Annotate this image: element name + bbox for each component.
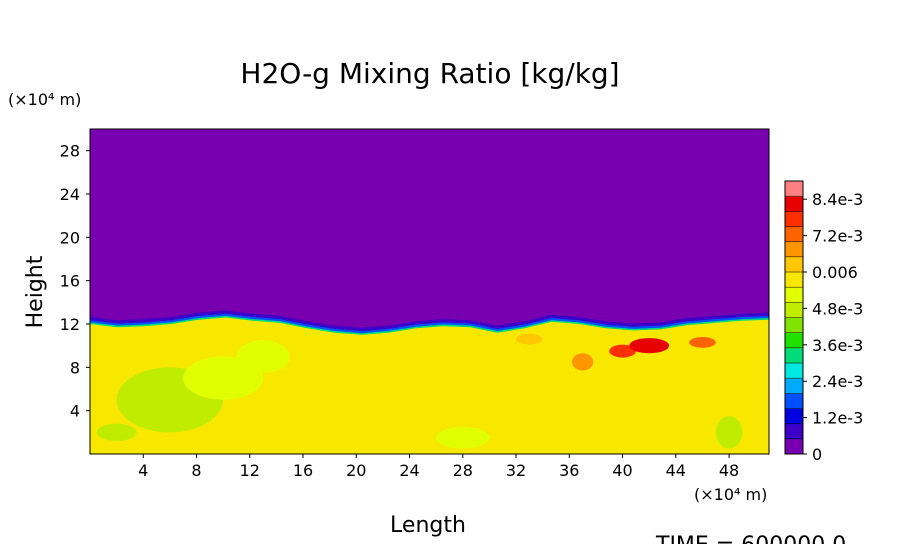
colorbar-swatch [785, 196, 803, 212]
moisture-patch [715, 416, 743, 449]
x-axis-label: Length [390, 513, 466, 538]
colorbar-swatch [785, 272, 803, 288]
colorbar-swatch [785, 332, 803, 349]
x-tick-label: 36 [559, 461, 579, 480]
y-tick-label: 24 [60, 185, 80, 204]
y-tick-label: 16 [60, 272, 80, 291]
colorbar-swatch [785, 423, 803, 440]
moisture-patch [571, 353, 594, 371]
y-tick-label: 12 [60, 315, 80, 334]
colorbar-tick-label: 0 [812, 445, 822, 464]
colorbar-swatch [785, 256, 803, 273]
heatmap-field [90, 129, 769, 454]
x-tick-label: 24 [399, 461, 419, 480]
colorbar-swatch [785, 363, 803, 379]
x-tick-label: 48 [719, 461, 739, 480]
x-tick-label: 32 [506, 461, 526, 480]
colorbar-tick-label: 1.2e-3 [812, 409, 863, 428]
x-tick-label: 4 [138, 461, 148, 480]
colorbar-swatch [785, 181, 803, 197]
y-ticks: 4 8 12 16 20 24 28 [60, 142, 90, 421]
x-tick-label: 16 [293, 461, 313, 480]
colorbar-swatch [785, 438, 803, 455]
colorbar-tick-label: 3.6e-3 [812, 336, 863, 355]
time-label: TIME = 600000.0 [655, 533, 846, 544]
colorbar-swatch [785, 317, 803, 334]
x-tick-label: 8 [191, 461, 201, 480]
colorbar-tick-label: 2.4e-3 [812, 372, 863, 391]
moisture-patch [96, 423, 137, 442]
colorbar-tick-label: 7.2e-3 [812, 227, 863, 246]
moisture-patch [236, 340, 290, 373]
colorbar-swatch [785, 393, 803, 409]
colorbar-ticks: 0 1.2e-3 2.4e-3 3.6e-3 4.8e-3 0.006 7.2e-3 8.4e… [803, 190, 863, 464]
colorbar-swatch [785, 287, 803, 303]
y-tick-label: 4 [70, 402, 80, 421]
moisture-patch [629, 338, 670, 354]
y-unit-label: (×10⁴ m) [8, 90, 81, 109]
moisture-patch [516, 333, 543, 345]
colorbar-swatch [785, 378, 803, 394]
colorbar-swatch [785, 347, 803, 364]
y-tick-label: 28 [60, 142, 80, 161]
colorbar-swatch [785, 408, 803, 425]
colorbar [784, 180, 804, 455]
moisture-patch [436, 426, 490, 449]
colorbar-tick-label: 8.4e-3 [812, 190, 863, 209]
colorbar-swatch [785, 241, 803, 258]
y-tick-label: 8 [70, 358, 80, 377]
x-tick-label: 20 [346, 461, 366, 480]
moisture-patch [689, 337, 716, 348]
x-tick-label: 40 [612, 461, 632, 480]
x-tick-label: 44 [666, 461, 686, 480]
colorbar-frame [784, 180, 804, 455]
colorbar-swatch [785, 302, 803, 318]
x-unit-label: (×10⁴ m) [694, 485, 767, 504]
colorbar-tick-label: 0.006 [812, 263, 858, 282]
colorbar-swatch [785, 211, 803, 227]
colorbar-tick-label: 4.8e-3 [812, 299, 863, 318]
chart-title: H2O-g Mixing Ratio [kg/kg] [240, 57, 619, 90]
moisture-patch [183, 356, 264, 400]
x-tick-label: 28 [453, 461, 473, 480]
colorbar-swatch [785, 226, 803, 243]
moisture-patch [609, 344, 636, 358]
y-axis-label: Height [23, 255, 48, 328]
x-ticks: 4 8 12 16 20 24 28 32 36 40 44 48 [138, 454, 739, 480]
plot-frame [89, 128, 770, 455]
y-tick-label: 20 [60, 228, 80, 247]
x-tick-label: 12 [240, 461, 260, 480]
